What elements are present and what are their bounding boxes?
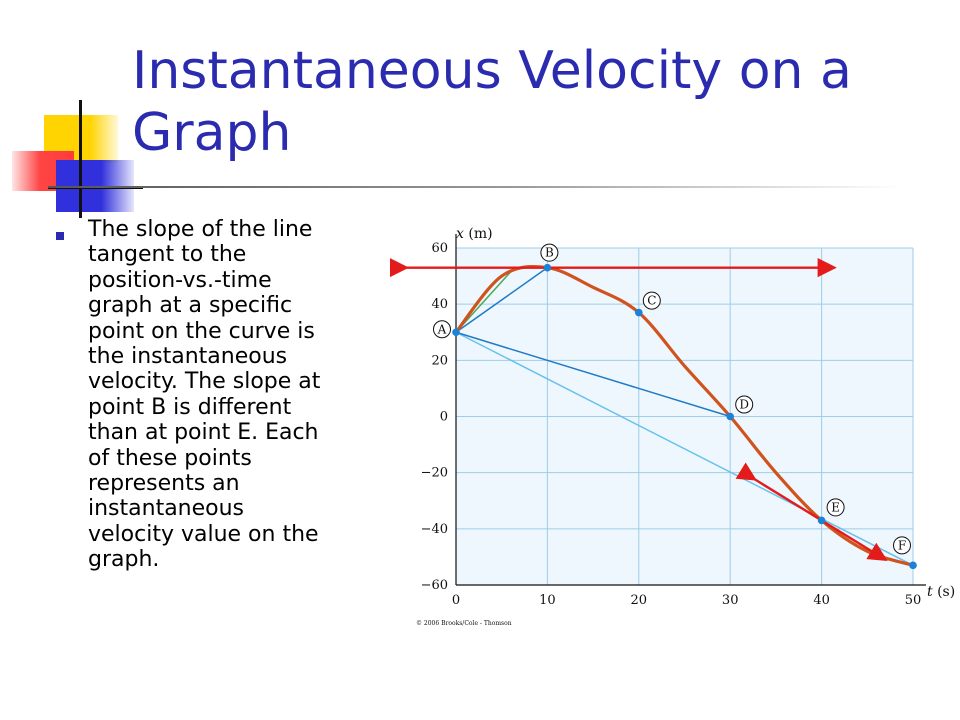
x-axis-symbol: t	[927, 584, 933, 600]
y-axis-label: x (m)	[456, 226, 493, 242]
point-badge-b	[540, 243, 559, 262]
logo-vertical-line	[79, 100, 82, 218]
x-axis-label: t (s)	[927, 584, 955, 600]
slide-title: Instantaneous Velocity on a Graph	[132, 41, 852, 163]
point-badge-a	[433, 320, 451, 339]
y-tick-label: 0	[440, 410, 448, 425]
point-label-d: D	[739, 398, 749, 412]
point-c	[635, 308, 643, 317]
x-tick-label: 50	[905, 593, 922, 608]
position-time-chart: 60 40 20 0 −20 −40 −60 0 10 20 30 40 50 x (m) t (s) A B C…	[389, 226, 955, 627]
x-tick-label: 30	[722, 593, 739, 608]
y-tick-label: −60	[421, 578, 448, 593]
y-tick-label: 40	[431, 297, 448, 312]
point-e	[817, 516, 826, 525]
point-a	[452, 328, 460, 337]
slide-logo-decoration	[0, 0, 150, 230]
point-d	[726, 412, 734, 421]
secant-line-a-d	[455, 331, 731, 418]
point-label-f: F	[898, 538, 906, 552]
logo-horizontal-line	[48, 187, 143, 189]
x-tick-label: 20	[631, 593, 648, 608]
secant-line-a-b	[455, 267, 548, 333]
bullet-text: The slope of the line tangent to the pos…	[88, 217, 321, 573]
y-axis-symbol: x	[456, 226, 464, 242]
x-tick-label: 40	[813, 593, 830, 608]
point-badge-c	[642, 291, 661, 310]
point-label-a: A	[437, 322, 447, 336]
x-tick-label: 0	[452, 593, 460, 608]
y-tick-label: −40	[421, 522, 448, 537]
x-tick-label: 10	[539, 593, 556, 608]
x-axis-unit: (s)	[933, 584, 956, 600]
point-label-e: E	[831, 500, 840, 514]
point-badge-d	[735, 395, 754, 414]
title-divider	[48, 186, 903, 188]
point-label-c: C	[647, 294, 656, 308]
chart-copyright: © 2006 Brooks/Cole - Thomson	[416, 620, 512, 627]
y-tick-label: 60	[431, 241, 448, 256]
point-badge-e	[826, 498, 845, 517]
point-b	[543, 263, 552, 272]
point-badge-f	[893, 536, 911, 555]
y-tick-label: 20	[431, 353, 448, 368]
y-axis-unit: (m)	[464, 226, 493, 242]
bullet-marker	[56, 232, 64, 240]
point-label-b: B	[545, 246, 554, 260]
point-f	[909, 561, 917, 570]
y-tick-label: −20	[421, 466, 448, 481]
